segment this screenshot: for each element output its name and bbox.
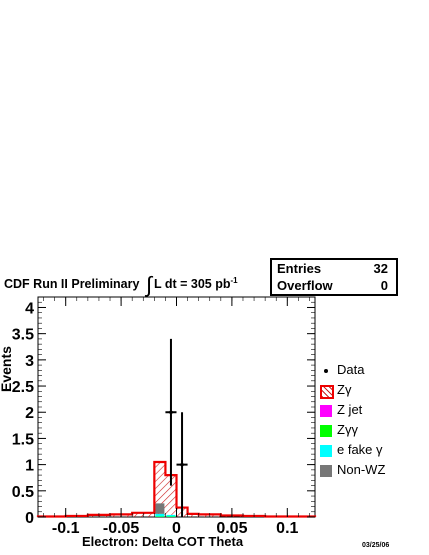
legend-label: Zγ xyxy=(337,382,352,397)
legend-label: Zγγ xyxy=(337,422,358,437)
y-axis-label: Events xyxy=(0,346,14,392)
legend-label: Non-WZ xyxy=(337,462,386,477)
zgamma-bar xyxy=(154,462,166,517)
y-tick-label: 0.5 xyxy=(12,484,34,501)
stats-box: Entries 32 Overflow 0 xyxy=(270,258,398,296)
legend-label: Data xyxy=(337,362,365,377)
entries-row: Entries 32 xyxy=(277,261,388,277)
y-tick-label: 1.5 xyxy=(12,431,34,448)
entries-value: 32 xyxy=(373,261,388,276)
x-tick-label: -0.1 xyxy=(52,520,80,537)
zgamma-bar xyxy=(187,513,199,517)
y-tick-label: 1 xyxy=(25,458,34,475)
legend-swatch xyxy=(320,405,332,417)
x-tick-label: 0.1 xyxy=(276,520,298,537)
y-tick-label: 2.5 xyxy=(12,379,34,396)
plot-title: CDF Run II Preliminary ∫ L dt = 305 pb-1 xyxy=(4,268,238,297)
integral-symbol: ∫ xyxy=(145,272,152,297)
y-tick-label: 3 xyxy=(25,353,34,370)
date-stamp: 03/25/06 xyxy=(362,542,390,549)
x-tick-label: -0.05 xyxy=(103,520,140,537)
x-axis-label: Electron: Delta COT Theta xyxy=(82,534,244,549)
legend-swatch-hatch xyxy=(320,385,334,399)
legend-swatch xyxy=(320,445,332,457)
legend-label: Z jet xyxy=(337,402,363,417)
overflow-label: Overflow xyxy=(277,278,333,293)
legend-label: e fake γ xyxy=(337,442,383,457)
bar-e-fake- xyxy=(166,514,176,517)
legend-swatch xyxy=(320,465,332,477)
bar-non-wz xyxy=(155,503,165,514)
y-tick-label: 4 xyxy=(25,300,34,317)
legend-swatch xyxy=(320,425,332,437)
overflow-value: 0 xyxy=(380,278,388,293)
bar-z- xyxy=(155,516,165,517)
overflow-row: Overflow 0 xyxy=(277,278,388,294)
entries-label: Entries xyxy=(277,261,322,276)
y-tick-label: 2 xyxy=(25,405,34,422)
experiment-label: CDF Run II Preliminary xyxy=(4,277,140,291)
x-tick-label: 0.05 xyxy=(216,520,247,537)
bar-z- xyxy=(166,516,176,517)
data-point xyxy=(180,462,184,467)
y-tick-label: 0 xyxy=(25,510,34,527)
y-tick-label: 3.5 xyxy=(12,327,34,344)
zgamma-bar xyxy=(165,475,177,517)
data-point xyxy=(169,410,173,415)
x-tick-label: 0 xyxy=(172,520,181,537)
bar-e-fake- xyxy=(155,513,165,517)
luminosity-label: L dt = 305 pb xyxy=(153,277,231,291)
luminosity-exponent: -1 xyxy=(230,275,238,285)
legend-marker-dot xyxy=(324,369,328,373)
